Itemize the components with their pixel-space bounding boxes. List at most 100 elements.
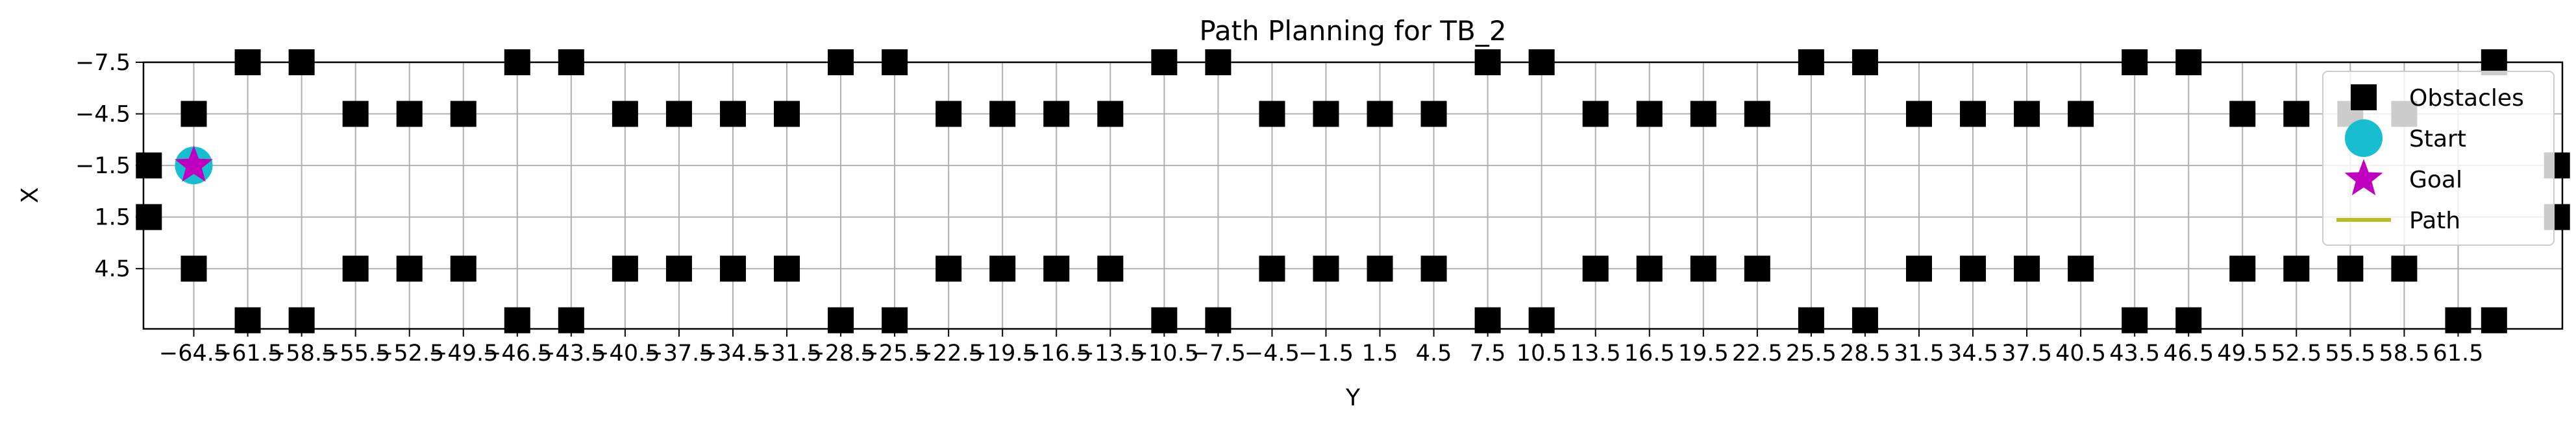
obstacle-marker bbox=[342, 256, 369, 282]
obstacle-marker bbox=[774, 101, 800, 127]
obstacle-marker bbox=[2068, 256, 2094, 282]
obstacle-marker bbox=[719, 101, 746, 127]
obstacle-marker bbox=[450, 101, 477, 127]
obstacle-marker bbox=[1043, 101, 1070, 127]
obstacle-marker bbox=[1313, 101, 1339, 127]
x-tick-label: −58.5 bbox=[267, 341, 336, 366]
x-tick-label: −64.5 bbox=[159, 341, 229, 366]
obstacle-marker bbox=[2229, 256, 2256, 282]
obstacle-marker bbox=[2229, 101, 2256, 127]
obstacle-marker bbox=[612, 101, 638, 127]
obstacle-marker bbox=[180, 101, 207, 127]
x-tick-label: −22.5 bbox=[914, 341, 984, 366]
legend-label: Start bbox=[2409, 126, 2466, 152]
x-tick-label: 19.5 bbox=[1678, 341, 1729, 366]
obstacle-marker bbox=[1960, 256, 1987, 282]
x-tick-label: 37.5 bbox=[2001, 341, 2052, 366]
x-tick-label: 55.5 bbox=[2325, 341, 2375, 366]
x-tick-label: −43.5 bbox=[536, 341, 606, 366]
obstacle-marker bbox=[1744, 256, 1770, 282]
legend-box bbox=[2322, 71, 2555, 246]
obstacle-marker bbox=[935, 256, 962, 282]
x-tick-label: 43.5 bbox=[2109, 341, 2160, 366]
x-tick-label: −40.5 bbox=[590, 341, 660, 366]
obstacle-marker bbox=[1582, 256, 1609, 282]
legend-label: Obstacles bbox=[2409, 85, 2524, 112]
x-tick-label: 7.5 bbox=[1470, 341, 1506, 366]
x-tick-label: −25.5 bbox=[860, 341, 929, 366]
x-tick-label: 40.5 bbox=[2055, 341, 2106, 366]
x-tick-label: −13.5 bbox=[1076, 341, 1145, 366]
x-tick-label: 4.5 bbox=[1416, 341, 1452, 366]
obstacle-marker bbox=[1097, 101, 1124, 127]
obstacle-marker bbox=[1367, 256, 1393, 282]
x-tick-label: 52.5 bbox=[2271, 341, 2322, 366]
x-tick-label: 28.5 bbox=[1840, 341, 1890, 366]
obstacle-marker bbox=[1636, 256, 1663, 282]
x-tick-label: −55.5 bbox=[321, 341, 390, 366]
obstacle-marker bbox=[1420, 101, 1447, 127]
x-tick-label: −10.5 bbox=[1130, 341, 1199, 366]
x-tick-label: −19.5 bbox=[968, 341, 1037, 366]
x-tick-label: −7.5 bbox=[1191, 341, 1246, 366]
y-tick-label: 4.5 bbox=[94, 256, 130, 282]
obstacle-marker bbox=[935, 101, 962, 127]
x-tick-label: 1.5 bbox=[1362, 341, 1398, 366]
obstacle-marker bbox=[396, 101, 423, 127]
y-axis-label: X bbox=[17, 187, 43, 204]
obstacle-marker bbox=[2014, 101, 2040, 127]
obstacle-marker bbox=[1960, 101, 1987, 127]
x-tick-label: −31.5 bbox=[752, 341, 821, 366]
x-tick-label: −37.5 bbox=[644, 341, 713, 366]
obstacle-marker bbox=[1259, 101, 1285, 127]
x-tick-label: −34.5 bbox=[698, 341, 767, 366]
x-tick-label: −49.5 bbox=[428, 341, 498, 366]
legend-label: Path bbox=[2409, 208, 2460, 234]
y-tick-label: 1.5 bbox=[94, 205, 130, 231]
x-tick-label: 31.5 bbox=[1894, 341, 1944, 366]
obstacles-legend-marker bbox=[2351, 84, 2377, 110]
x-tick-label: 16.5 bbox=[1624, 341, 1675, 366]
x-tick-label: 46.5 bbox=[2163, 341, 2214, 366]
obstacle-marker bbox=[1744, 101, 1770, 127]
x-tick-label: −61.5 bbox=[213, 341, 282, 366]
obstacle-marker bbox=[665, 101, 692, 127]
x-tick-label: −4.5 bbox=[1245, 341, 1300, 366]
chart-title: Path Planning for TB_2 bbox=[1199, 15, 1506, 47]
obstacle-marker bbox=[2337, 256, 2364, 282]
x-tick-label: 58.5 bbox=[2379, 341, 2429, 366]
goal-marker bbox=[175, 145, 213, 182]
x-tick-label: −16.5 bbox=[1022, 341, 1091, 366]
obstacle-marker bbox=[2283, 101, 2310, 127]
obstacle-marker bbox=[1313, 256, 1339, 282]
obstacle-marker bbox=[774, 256, 800, 282]
obstacle-marker bbox=[2283, 256, 2310, 282]
obstacle-marker bbox=[396, 256, 423, 282]
obstacle-marker bbox=[989, 101, 1016, 127]
obstacle-marker bbox=[1420, 256, 1447, 282]
obstacle-marker bbox=[2014, 256, 2040, 282]
obstacle-marker bbox=[612, 256, 638, 282]
x-tick-label: −52.5 bbox=[375, 341, 444, 366]
obstacle-marker bbox=[719, 256, 746, 282]
x-tick-label: 49.5 bbox=[2217, 341, 2268, 366]
x-tick-label: −1.5 bbox=[1298, 341, 1354, 366]
obstacle-marker bbox=[2068, 101, 2094, 127]
obstacle-marker bbox=[1690, 256, 1716, 282]
obstacle-marker bbox=[1636, 101, 1663, 127]
obstacle-marker bbox=[989, 256, 1016, 282]
x-tick-label: 22.5 bbox=[1732, 341, 1783, 366]
obstacle-marker bbox=[1582, 101, 1609, 127]
obstacle-marker bbox=[450, 256, 477, 282]
x-tick-label: −46.5 bbox=[482, 341, 552, 366]
obstacle-marker bbox=[2391, 256, 2418, 282]
x-tick-label: 25.5 bbox=[1786, 341, 1837, 366]
start-legend-marker bbox=[2345, 119, 2383, 157]
x-axis-label: Y bbox=[1345, 385, 1361, 411]
legend-label: Goal bbox=[2409, 167, 2462, 193]
y-tick-label: −7.5 bbox=[75, 50, 130, 76]
plot-frame bbox=[142, 61, 2564, 330]
y-tick-label: −1.5 bbox=[75, 153, 130, 179]
obstacle-marker bbox=[1367, 101, 1393, 127]
